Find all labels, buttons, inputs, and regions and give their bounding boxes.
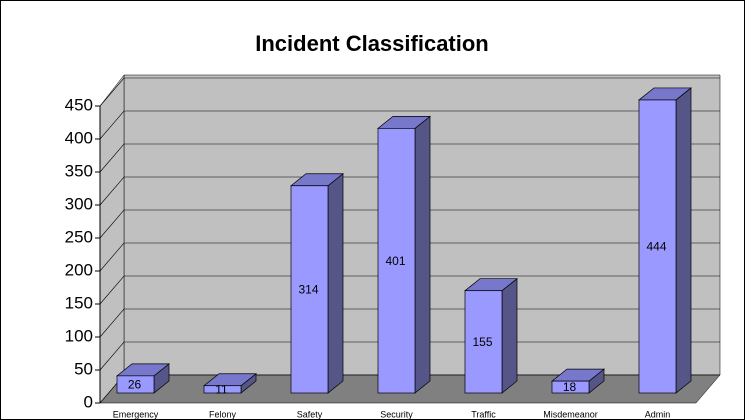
y-tick-label: 100: [65, 326, 93, 345]
bar-side: [675, 87, 692, 394]
side-wall: [99, 74, 125, 404]
y-tick-label: 400: [65, 128, 93, 147]
grid-line: [99, 77, 720, 107]
y-tick-label: 300: [65, 194, 93, 213]
chart-title: Incident Classification: [255, 31, 489, 56]
bar: [377, 127, 416, 394]
x-tick-label: Felony: [209, 409, 237, 419]
bar-side: [327, 173, 344, 394]
bar-side: [414, 115, 431, 394]
data-label: 26: [128, 378, 142, 392]
bar: [290, 185, 329, 394]
bar: [464, 290, 503, 394]
y-tick-label: 350: [65, 161, 93, 180]
y-tick-label: 0: [84, 392, 93, 411]
y-tick-label: 450: [65, 95, 93, 114]
grid-line: [99, 341, 720, 371]
data-label: 18: [563, 380, 577, 394]
grid-line: [99, 176, 720, 206]
grid-line: [99, 209, 720, 239]
x-tick-label: Security: [380, 409, 413, 419]
bar: [203, 385, 242, 394]
bar: [638, 99, 677, 394]
x-tick-label: Misdemeanor: [543, 409, 598, 419]
grid-line: [99, 308, 720, 338]
x-tick-label: Safety: [297, 409, 323, 419]
data-label: 155: [472, 335, 492, 349]
bar-side: [501, 277, 518, 394]
data-label: 11: [215, 383, 228, 397]
y-tick-label: 150: [65, 293, 93, 312]
x-tick-label: Traffic: [471, 409, 496, 419]
x-tick-label: Emergency: [113, 409, 159, 419]
y-tick-label: 250: [65, 227, 93, 246]
data-label: 401: [385, 254, 405, 268]
data-label: 444: [646, 240, 666, 254]
y-tick-label: 50: [74, 359, 93, 378]
x-tick-label: Admin: [645, 409, 671, 419]
y-tick-label: 200: [65, 260, 93, 279]
bar: [116, 375, 155, 394]
grid-line: [99, 110, 720, 140]
grid-line: [99, 242, 720, 272]
grid-line: [99, 275, 720, 305]
data-label: 314: [298, 283, 318, 297]
grid-line: [99, 143, 720, 173]
bar: [551, 380, 590, 394]
